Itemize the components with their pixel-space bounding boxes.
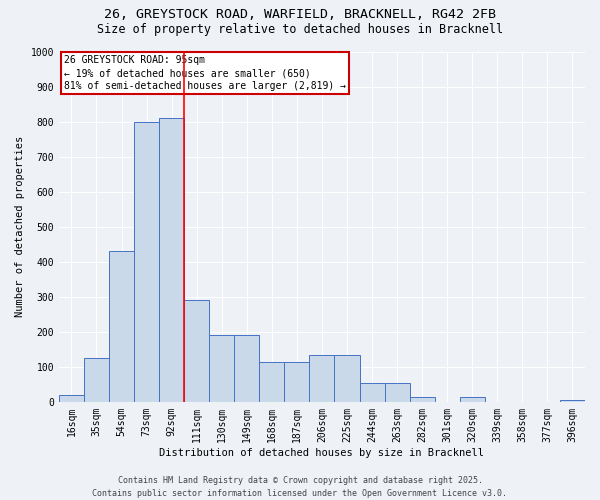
Text: Contains HM Land Registry data © Crown copyright and database right 2025.
Contai: Contains HM Land Registry data © Crown c… [92,476,508,498]
Bar [109,251,134,402]
Text: 26 GREYSTOCK ROAD: 95sqm
← 19% of detached houses are smaller (650)
81% of semi-: 26 GREYSTOCK ROAD: 95sqm ← 19% of detach… [64,55,346,92]
Bar [234,336,259,402]
Bar [410,396,434,402]
Bar [359,382,385,402]
X-axis label: Distribution of detached houses by size in Bracknell: Distribution of detached houses by size … [160,448,484,458]
Bar [184,300,209,402]
Bar [209,336,234,402]
Bar [460,396,485,402]
Text: Size of property relative to detached houses in Bracknell: Size of property relative to detached ho… [97,22,503,36]
Bar [560,400,585,402]
Bar [84,358,109,402]
Bar [134,122,159,402]
Text: 26, GREYSTOCK ROAD, WARFIELD, BRACKNELL, RG42 2FB: 26, GREYSTOCK ROAD, WARFIELD, BRACKNELL,… [104,8,496,20]
Bar [334,354,359,402]
Bar [259,362,284,402]
Y-axis label: Number of detached properties: Number of detached properties [15,136,25,318]
Bar [385,382,410,402]
Bar [284,362,310,402]
Bar [159,118,184,402]
Bar [310,354,334,402]
Bar [59,395,84,402]
